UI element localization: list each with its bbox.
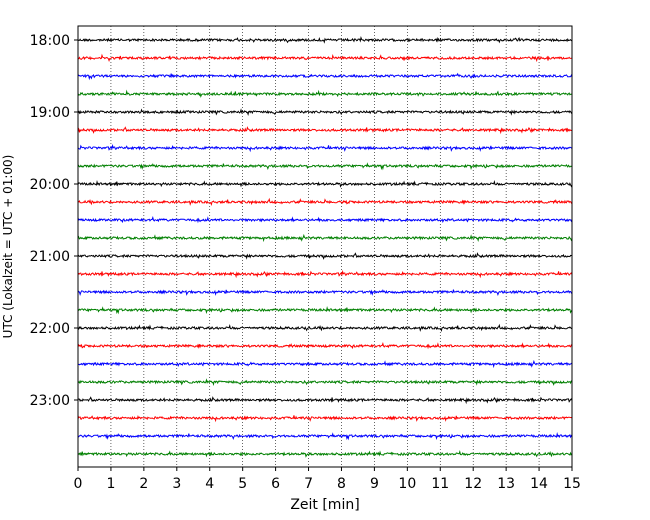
trace-2145 <box>77 306 573 315</box>
trace-2330 <box>77 432 573 441</box>
y-ticks: 18:00 19:00 20:00 21:00 22:00 23:00 <box>30 33 78 409</box>
trace-1830 <box>77 72 573 81</box>
trace-1900 <box>77 108 573 117</box>
x-tick-label: 5 <box>238 476 247 492</box>
x-tick-label: 8 <box>337 476 346 492</box>
trace-2315 <box>77 414 573 423</box>
x-ticks: 0 1 2 3 4 5 6 7 8 9 10 11 12 13 14 15 <box>74 467 581 492</box>
x-tick-label: 10 <box>398 476 416 492</box>
trace-2045 <box>77 233 573 243</box>
y-tick-label: 22:00 <box>30 321 70 337</box>
trace-1930 <box>77 143 573 153</box>
trace-2100 <box>77 252 573 260</box>
trace-1800 <box>77 36 572 44</box>
trace-2030 <box>77 216 573 224</box>
x-tick-label: 14 <box>530 476 548 492</box>
x-tick-label: 11 <box>431 476 449 492</box>
plot-frame <box>77 25 573 468</box>
x-tick-label: 13 <box>497 476 515 492</box>
trace-2130 <box>77 289 573 297</box>
x-tick-label: 6 <box>271 476 280 492</box>
x-tick-label: 7 <box>304 476 313 492</box>
trace-2015 <box>77 197 573 207</box>
trace-2215 <box>77 342 573 350</box>
y-tick-label: 23:00 <box>30 393 70 409</box>
trace-2345 <box>77 450 573 458</box>
trace-2230 <box>77 359 573 369</box>
y-tick-label: 20:00 <box>30 177 70 193</box>
trace-2245 <box>77 378 573 387</box>
x-tick-label: 3 <box>172 476 181 492</box>
trace-2300 <box>77 396 573 405</box>
x-tick-label: 12 <box>464 476 482 492</box>
y-tick-label: 19:00 <box>30 105 70 121</box>
trace-2115 <box>77 269 573 279</box>
y-axis-label: UTC (Lokalzeit = UTC + 01:00) <box>1 155 15 339</box>
x-axis-label: Zeit [min] <box>290 497 359 513</box>
y-tick-label: 18:00 <box>30 33 70 49</box>
x-tick-label: 15 <box>563 476 581 492</box>
x-tick-label: 0 <box>74 476 83 492</box>
x-tick-label: 4 <box>205 476 214 492</box>
trace-layer <box>77 36 573 458</box>
x-tick-label: 9 <box>370 476 379 492</box>
x-tick-label: 1 <box>106 476 115 492</box>
y-tick-label: 21:00 <box>30 249 70 265</box>
trace-1915 <box>77 126 573 135</box>
trace-1815 <box>77 53 573 63</box>
trace-2200 <box>77 323 573 333</box>
trace-1845 <box>77 89 573 98</box>
trace-2000 <box>77 180 573 188</box>
trace-1945 <box>77 162 573 171</box>
x-tick-label: 2 <box>139 476 148 492</box>
